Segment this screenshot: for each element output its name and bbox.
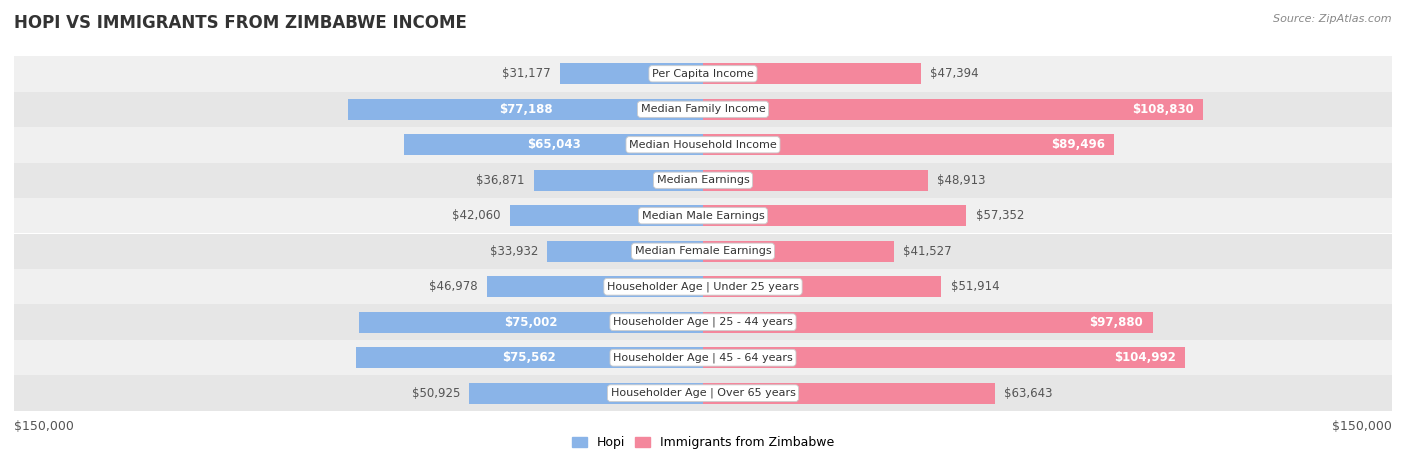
Bar <box>14 56 1392 92</box>
Text: Per Capita Income: Per Capita Income <box>652 69 754 79</box>
Text: $108,830: $108,830 <box>1132 103 1194 116</box>
Text: Householder Age | 25 - 44 years: Householder Age | 25 - 44 years <box>613 317 793 327</box>
Bar <box>703 382 995 404</box>
Bar <box>14 375 1392 411</box>
Bar <box>510 205 703 226</box>
Text: $104,992: $104,992 <box>1114 351 1175 364</box>
Bar <box>14 340 1392 375</box>
Bar <box>703 311 1153 333</box>
Text: $46,978: $46,978 <box>429 280 478 293</box>
Bar <box>14 234 1392 269</box>
Bar <box>14 269 1392 304</box>
Text: Median Household Income: Median Household Income <box>628 140 778 150</box>
Bar <box>14 198 1392 234</box>
Text: Median Male Earnings: Median Male Earnings <box>641 211 765 221</box>
Text: Median Family Income: Median Family Income <box>641 104 765 114</box>
Text: Median Earnings: Median Earnings <box>657 175 749 185</box>
Bar <box>703 134 1114 156</box>
Text: Householder Age | Over 65 years: Householder Age | Over 65 years <box>610 388 796 398</box>
Bar <box>703 205 966 226</box>
Text: $65,043: $65,043 <box>527 138 581 151</box>
Text: $150,000: $150,000 <box>1331 420 1392 433</box>
Text: $57,352: $57,352 <box>976 209 1024 222</box>
Text: $50,925: $50,925 <box>412 387 460 400</box>
Bar <box>470 382 703 404</box>
Text: $63,643: $63,643 <box>1004 387 1053 400</box>
Text: $41,527: $41,527 <box>903 245 952 258</box>
Text: $33,932: $33,932 <box>489 245 538 258</box>
Text: $42,060: $42,060 <box>453 209 501 222</box>
Text: Median Female Earnings: Median Female Earnings <box>634 246 772 256</box>
Bar <box>534 170 703 191</box>
Bar <box>703 241 894 262</box>
Bar <box>359 311 703 333</box>
Text: $31,177: $31,177 <box>502 67 551 80</box>
Text: $77,188: $77,188 <box>499 103 553 116</box>
Text: $75,562: $75,562 <box>502 351 557 364</box>
Text: Householder Age | 45 - 64 years: Householder Age | 45 - 64 years <box>613 353 793 363</box>
Bar <box>703 276 942 297</box>
Bar <box>703 347 1185 368</box>
Bar <box>547 241 703 262</box>
Text: $75,002: $75,002 <box>503 316 558 329</box>
Bar <box>560 63 703 85</box>
Text: $150,000: $150,000 <box>14 420 75 433</box>
Bar <box>14 163 1392 198</box>
Bar <box>349 99 703 120</box>
Text: $48,913: $48,913 <box>936 174 986 187</box>
Text: $89,496: $89,496 <box>1050 138 1105 151</box>
Bar <box>14 304 1392 340</box>
Text: $97,880: $97,880 <box>1090 316 1143 329</box>
Text: $47,394: $47,394 <box>929 67 979 80</box>
Text: Source: ZipAtlas.com: Source: ZipAtlas.com <box>1274 14 1392 24</box>
Bar <box>14 127 1392 163</box>
Bar <box>488 276 703 297</box>
Bar <box>14 92 1392 127</box>
Text: $51,914: $51,914 <box>950 280 1000 293</box>
Text: $36,871: $36,871 <box>477 174 524 187</box>
Bar <box>703 99 1204 120</box>
Bar <box>405 134 703 156</box>
Legend: Hopi, Immigrants from Zimbabwe: Hopi, Immigrants from Zimbabwe <box>567 432 839 454</box>
Text: Householder Age | Under 25 years: Householder Age | Under 25 years <box>607 282 799 292</box>
Bar <box>703 63 921 85</box>
Bar <box>703 170 928 191</box>
Text: HOPI VS IMMIGRANTS FROM ZIMBABWE INCOME: HOPI VS IMMIGRANTS FROM ZIMBABWE INCOME <box>14 14 467 32</box>
Bar <box>356 347 703 368</box>
